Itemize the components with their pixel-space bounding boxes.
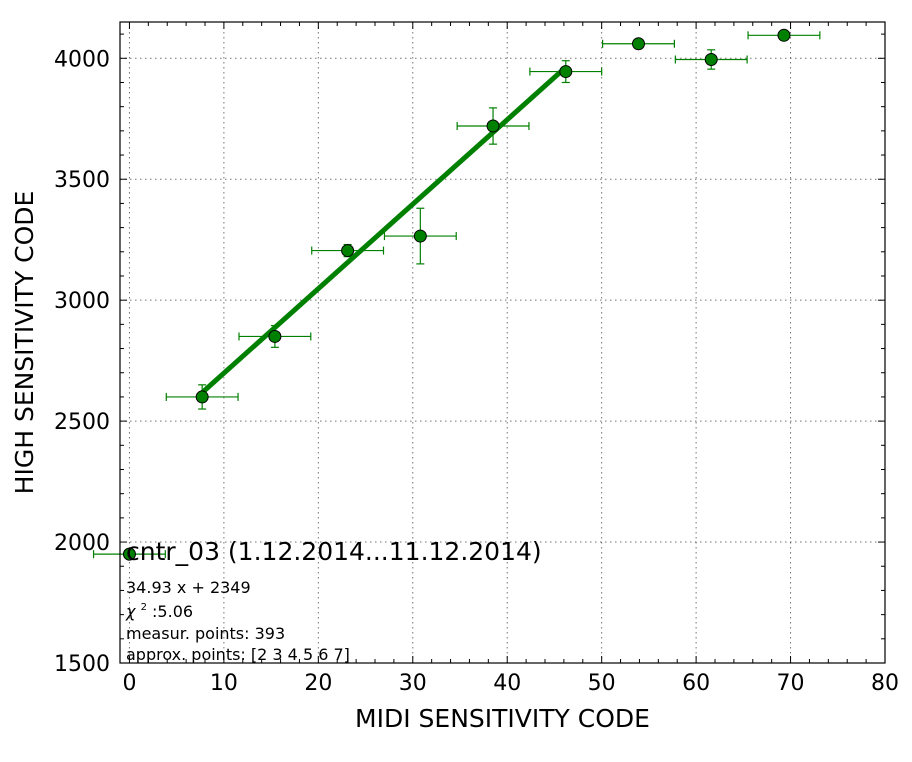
axis-ticks — [120, 22, 886, 664]
point-marker — [268, 329, 282, 343]
x-tick-label: 80 — [871, 671, 899, 696]
fit-line-group — [200, 65, 568, 395]
point-marker — [632, 37, 645, 51]
data-points — [92, 28, 821, 561]
fit-line — [200, 65, 568, 395]
y-tick-label: 4000 — [54, 47, 110, 72]
legend-chi-square: χ 2 :5.06 — [125, 595, 193, 621]
y-axis-label: HIGH SENSITIVITY CODE — [10, 191, 39, 495]
legend-title: cntr_03 (1.12.2014...11.12.2014) — [126, 537, 542, 566]
tick-labels: 0 10 20 30 40 50 60 70 80 1500 2000 2500 3000 3500 400… — [54, 47, 899, 696]
data-point — [529, 60, 603, 84]
y-tick-label: 2000 — [54, 531, 110, 556]
point-marker — [486, 119, 500, 133]
data-point — [747, 28, 821, 42]
x-tick-label: 40 — [493, 671, 521, 696]
x-axis-label: MIDI SENSITIVITY CODE — [355, 704, 650, 733]
x-tick-label: 70 — [777, 671, 805, 696]
legend-fit-equation: 34.93 x + 2349 — [126, 578, 251, 597]
y-tick-label: 3500 — [54, 168, 110, 193]
data-point — [383, 207, 457, 265]
legend: cntr_03 (1.12.2014...11.12.2014) 34.93 x… — [125, 537, 542, 664]
y-tick-label: 2500 — [54, 410, 110, 435]
data-point — [674, 49, 748, 70]
chi-value: :5.06 — [152, 602, 193, 621]
x-tick-label: 0 — [122, 671, 136, 696]
data-point — [456, 107, 530, 145]
grid — [120, 22, 885, 663]
data-point — [311, 243, 385, 258]
point-marker — [559, 65, 573, 79]
data-point — [602, 37, 675, 51]
chi-superscript: 2 — [141, 602, 147, 613]
data-point — [165, 384, 239, 410]
chi-symbol: χ — [125, 602, 136, 621]
x-tick-label: 30 — [399, 671, 427, 696]
plot-frame — [119, 21, 886, 664]
data-point — [92, 547, 166, 561]
x-tick-label: 20 — [304, 671, 332, 696]
legend-approx-points: approx. points: [2 3 4 5 6 7] — [126, 645, 350, 664]
point-marker — [777, 28, 791, 42]
data-point — [238, 324, 312, 348]
x-tick-label: 10 — [210, 671, 238, 696]
point-marker — [704, 52, 718, 66]
y-tick-label: 3000 — [54, 289, 110, 314]
point-marker — [341, 244, 355, 258]
legend-measurement-points: measur. points: 393 — [126, 624, 285, 643]
point-marker — [413, 229, 427, 243]
x-tick-label: 60 — [682, 671, 710, 696]
x-tick-label: 50 — [588, 671, 616, 696]
point-marker — [195, 390, 209, 404]
y-tick-label: 1500 — [54, 652, 110, 677]
point-marker — [122, 547, 136, 561]
